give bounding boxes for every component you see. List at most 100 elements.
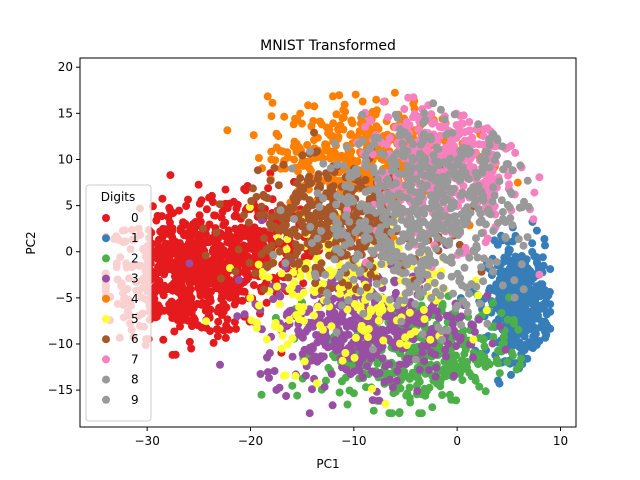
point-digit-5 <box>245 203 254 212</box>
point-digit-8 <box>397 317 406 326</box>
point-digit-3 <box>392 376 401 385</box>
point-digit-3 <box>346 370 355 379</box>
point-digit-3 <box>483 291 492 300</box>
point-digit-3 <box>330 336 339 345</box>
point-digit-5 <box>282 245 291 254</box>
point-digit-5 <box>429 269 438 278</box>
point-digit-9 <box>375 191 384 200</box>
point-digit-2 <box>494 359 503 368</box>
point-digit-8 <box>359 309 368 318</box>
point-digit-3 <box>216 360 224 369</box>
point-digit-2 <box>503 358 512 366</box>
point-digit-8 <box>321 270 330 279</box>
point-digit-0 <box>159 255 168 264</box>
point-digit-0 <box>214 325 222 334</box>
point-digit-9 <box>474 120 483 129</box>
point-digit-1 <box>528 239 537 248</box>
legend-label-digit-3: 3 <box>131 272 139 286</box>
point-digit-9 <box>451 173 460 182</box>
point-digit-4 <box>297 160 306 169</box>
point-digit-1 <box>527 298 536 307</box>
point-digit-2 <box>489 298 497 307</box>
point-digit-8 <box>322 288 331 297</box>
point-digit-3 <box>328 401 337 410</box>
point-digit-3 <box>240 310 249 319</box>
point-digit-6 <box>291 251 300 260</box>
point-digit-8 <box>508 221 517 230</box>
point-digit-3 <box>234 276 243 284</box>
point-digit-5 <box>283 340 292 349</box>
point-digit-0 <box>205 220 214 229</box>
point-digit-3 <box>185 259 194 268</box>
point-digit-2 <box>475 382 484 391</box>
point-digit-1 <box>532 253 541 262</box>
point-digit-2 <box>335 388 344 397</box>
point-digit-3 <box>337 334 346 343</box>
point-digit-5 <box>469 335 478 344</box>
point-digit-2 <box>438 302 447 311</box>
point-digit-0 <box>240 287 249 296</box>
point-digit-0 <box>173 316 182 324</box>
point-digit-7 <box>400 105 409 113</box>
point-digit-3 <box>442 352 451 361</box>
point-digit-9 <box>358 136 367 145</box>
point-digit-0 <box>165 203 174 212</box>
point-digit-0 <box>188 322 196 331</box>
point-digit-0 <box>262 298 271 307</box>
point-digit-9 <box>443 129 452 138</box>
point-digit-9 <box>494 218 502 227</box>
point-digit-1 <box>520 300 529 309</box>
point-digit-2 <box>410 346 419 354</box>
point-digit-0 <box>227 236 236 245</box>
point-digit-2 <box>343 400 352 409</box>
point-digit-6 <box>324 240 333 249</box>
point-digit-8 <box>330 255 339 264</box>
point-digit-1 <box>530 332 539 341</box>
point-digit-3 <box>432 363 441 372</box>
point-digit-5 <box>343 305 352 314</box>
point-digit-9 <box>516 161 525 170</box>
point-digit-5 <box>405 308 414 317</box>
point-digit-0 <box>224 226 233 235</box>
point-digit-5 <box>368 384 376 393</box>
point-digit-9 <box>450 110 459 119</box>
point-digit-8 <box>288 164 297 173</box>
point-digit-5 <box>363 333 372 341</box>
x-axis-label: PC1 <box>316 457 339 471</box>
point-digit-3 <box>415 365 424 374</box>
point-digit-1 <box>542 293 551 302</box>
point-digit-9 <box>377 167 386 176</box>
point-digit-4 <box>276 146 285 155</box>
point-digit-8 <box>362 157 370 166</box>
point-digit-1 <box>526 277 535 285</box>
point-digit-9 <box>395 131 404 140</box>
point-digit-8 <box>465 253 474 262</box>
point-digit-3 <box>391 288 400 297</box>
point-digit-8 <box>330 139 339 148</box>
point-digit-5 <box>290 278 299 287</box>
legend-label-digit-9: 9 <box>131 393 139 407</box>
point-digit-0 <box>160 270 169 279</box>
point-digit-6 <box>316 219 325 228</box>
point-digit-5 <box>246 294 255 302</box>
point-digit-0 <box>193 321 202 330</box>
point-digit-1 <box>504 286 513 295</box>
point-digit-9 <box>419 183 428 192</box>
point-digit-0 <box>229 281 238 290</box>
point-digit-8 <box>377 260 386 268</box>
point-digit-1 <box>532 226 541 235</box>
point-digit-0 <box>232 324 240 333</box>
point-digit-2 <box>361 383 370 392</box>
point-digit-7 <box>530 188 539 197</box>
point-digit-5 <box>341 349 350 357</box>
point-digit-3 <box>294 326 303 335</box>
point-digit-1 <box>540 235 549 243</box>
point-digit-6 <box>253 166 262 175</box>
point-digit-9 <box>432 143 441 152</box>
point-digit-8 <box>463 308 472 317</box>
point-digit-9 <box>382 220 391 229</box>
point-digit-6 <box>267 213 276 222</box>
point-digit-3 <box>395 328 404 337</box>
point-digit-9 <box>429 151 438 160</box>
point-digit-3 <box>444 340 453 348</box>
